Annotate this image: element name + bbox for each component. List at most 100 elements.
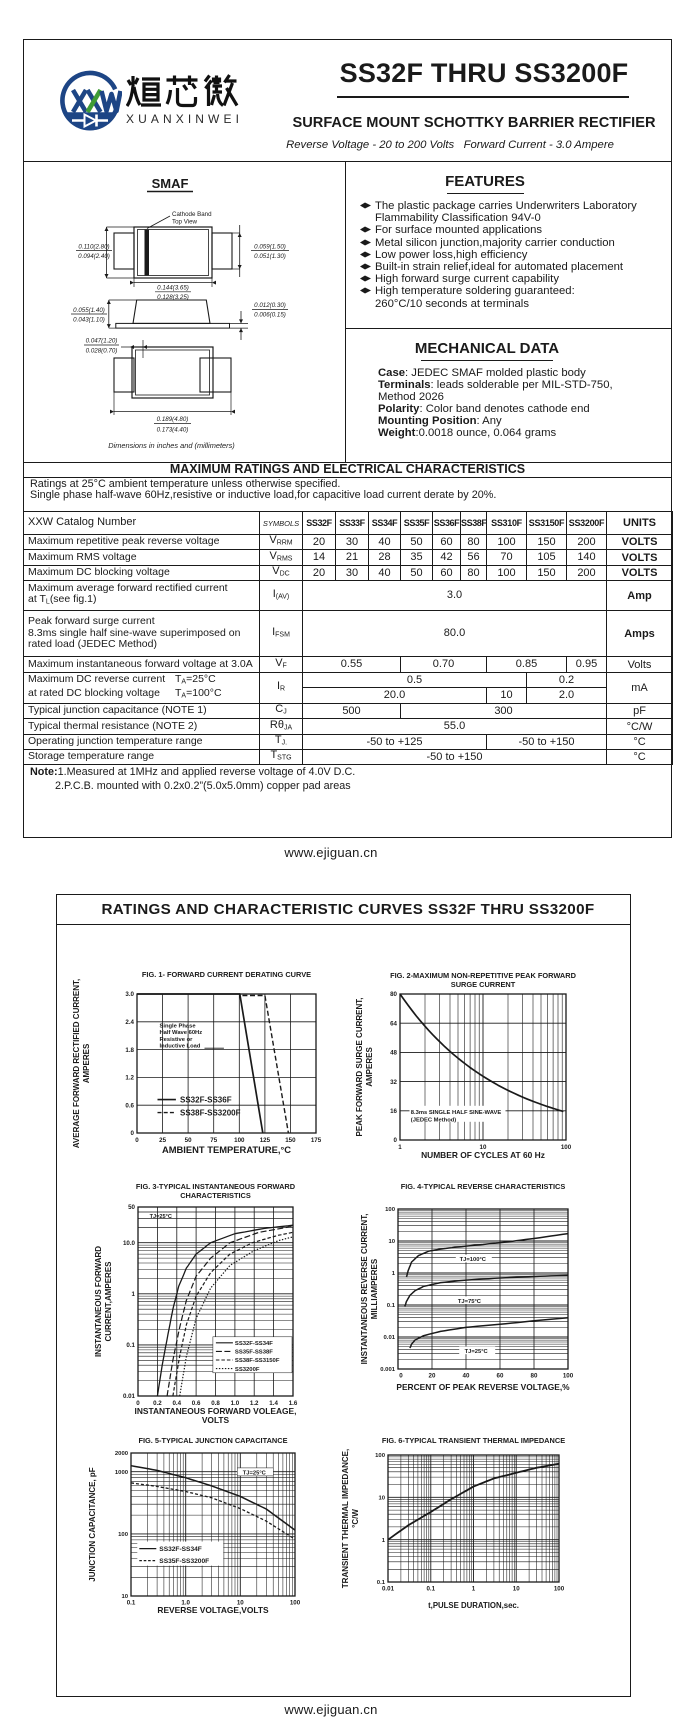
svg-text:Half Wave 60Hz: Half Wave 60Hz <box>160 1030 203 1036</box>
svg-text:0.1: 0.1 <box>426 1586 435 1593</box>
svg-text:t,PULSE DURATION,sec.: t,PULSE DURATION,sec. <box>428 1601 519 1610</box>
svg-text:1000: 1000 <box>115 1470 129 1476</box>
svg-text:1.8: 1.8 <box>125 1047 134 1054</box>
svg-text:175: 175 <box>311 1137 322 1144</box>
svg-text:10: 10 <box>121 1594 128 1600</box>
svg-text:1: 1 <box>392 1271 396 1277</box>
svg-text:100: 100 <box>234 1137 245 1144</box>
svg-text:0.051(1.30): 0.051(1.30) <box>254 253 286 260</box>
svg-text:CHARACTERISTICS: CHARACTERISTICS <box>180 1191 251 1200</box>
svg-text:10: 10 <box>480 1144 487 1151</box>
svg-text:SS32F-SS34F: SS32F-SS34F <box>235 1341 273 1347</box>
svg-text:0: 0 <box>399 1373 403 1380</box>
svg-text:100: 100 <box>385 1207 396 1213</box>
svg-text:Dimensions in inches and (mill: Dimensions in inches and (millimeters) <box>108 441 235 450</box>
svg-text:0.2: 0.2 <box>153 1400 162 1407</box>
svg-text:FIG. 1- FORWARD CURRENT DERATI: FIG. 1- FORWARD CURRENT DERATING CURVE <box>142 970 311 979</box>
svg-text:Inductive Load: Inductive Load <box>160 1044 201 1050</box>
svg-text:80: 80 <box>390 991 397 998</box>
svg-text:0.059(1.50): 0.059(1.50) <box>254 244 286 251</box>
svg-text:1: 1 <box>132 1291 136 1298</box>
svg-text:3.0: 3.0 <box>125 991 134 998</box>
svg-text:16: 16 <box>390 1108 397 1115</box>
svg-text:0.173(4.40): 0.173(4.40) <box>157 427 189 434</box>
svg-text:SS32F-SS36F: SS32F-SS36F <box>180 1095 232 1104</box>
svg-text:0.01: 0.01 <box>382 1586 395 1593</box>
svg-text:FIG. 6-TYPICAL TRANSIENT THERM: FIG. 6-TYPICAL TRANSIENT THERMAL IMPEDAN… <box>382 1436 565 1445</box>
svg-text:0.6: 0.6 <box>192 1400 201 1407</box>
svg-text:0.012(0.30): 0.012(0.30) <box>254 302 286 309</box>
svg-text:0.001: 0.001 <box>380 1367 395 1373</box>
svg-text:SS35F-SS3200F: SS35F-SS3200F <box>159 1558 209 1565</box>
svg-text:PEAK FORWARD SURGE CURRENT,: PEAK FORWARD SURGE CURRENT, <box>355 998 364 1137</box>
svg-text:0.128(3.25): 0.128(3.25) <box>157 294 189 301</box>
svg-text:10: 10 <box>388 1239 395 1245</box>
svg-text:100: 100 <box>375 1453 386 1459</box>
svg-text:0.144(3.65): 0.144(3.65) <box>157 285 189 292</box>
svg-text:0: 0 <box>131 1130 135 1137</box>
svg-text:0: 0 <box>394 1137 398 1144</box>
svg-text:0.006(0.15): 0.006(0.15) <box>254 312 286 319</box>
svg-text:20: 20 <box>429 1373 436 1380</box>
svg-text:CURRENT,AMPERES: CURRENT,AMPERES <box>104 1261 113 1342</box>
svg-text:1: 1 <box>382 1538 386 1544</box>
svg-text:0.047(1.20): 0.047(1.20) <box>86 338 118 345</box>
svg-text:Cathode Band: Cathode Band <box>172 211 212 218</box>
svg-text:1.2: 1.2 <box>250 1400 259 1407</box>
svg-text:1.2: 1.2 <box>125 1075 134 1082</box>
svg-text:1.4: 1.4 <box>269 1400 278 1407</box>
svg-text:FIG. 2-MAXIMUM NON-REPETITIVE: FIG. 2-MAXIMUM NON-REPETITIVE PEAK FORWA… <box>390 971 577 980</box>
svg-text:2000: 2000 <box>115 1451 129 1457</box>
svg-text:AMPERES: AMPERES <box>365 1047 374 1087</box>
svg-text:80: 80 <box>531 1373 538 1380</box>
svg-text:0.1: 0.1 <box>127 1600 136 1607</box>
svg-text:SS35F-SS38F: SS35F-SS38F <box>235 1350 273 1356</box>
svg-text:32: 32 <box>390 1079 397 1086</box>
svg-text:AMPERES: AMPERES <box>82 1043 91 1083</box>
svg-text:FIG. 5-TYPICAL JUNCTION CAPACI: FIG. 5-TYPICAL JUNCTION CAPACITANCE <box>138 1436 287 1445</box>
svg-text:48: 48 <box>390 1050 397 1057</box>
svg-text:FIG. 4-TYPICAL REVERSE CHARACT: FIG. 4-TYPICAL REVERSE CHARACTERISTICS <box>401 1183 566 1191</box>
svg-text:10: 10 <box>237 1600 244 1607</box>
svg-text:0.1: 0.1 <box>387 1303 396 1309</box>
svg-text:100: 100 <box>118 1532 129 1538</box>
svg-text:0.01: 0.01 <box>123 1393 136 1400</box>
svg-text:TJ=100°C: TJ=100°C <box>460 1257 487 1263</box>
svg-text:150: 150 <box>285 1137 296 1144</box>
svg-text:PERCENT OF PEAK REVERSE VOLTAG: PERCENT OF PEAK REVERSE VOLTAGE,% <box>396 1382 570 1392</box>
svg-text:0.043(1.10): 0.043(1.10) <box>73 317 105 324</box>
svg-text:SS38F-SS3150F: SS38F-SS3150F <box>235 1358 280 1364</box>
svg-text:INSTANTANEOUS FORWARD: INSTANTANEOUS FORWARD <box>94 1246 103 1357</box>
svg-text:JUNCTION CAPACITANCE, pF: JUNCTION CAPACITANCE, pF <box>88 1467 97 1581</box>
svg-text:125: 125 <box>260 1137 271 1144</box>
svg-text:0.8: 0.8 <box>211 1400 220 1407</box>
svg-text:0.1: 0.1 <box>126 1342 135 1349</box>
svg-text:AVERAGE FORWARD RECTIFIED CURR: AVERAGE FORWARD RECTIFIED CURRENT, <box>72 979 81 1149</box>
svg-text:0.055(1.40): 0.055(1.40) <box>73 307 105 314</box>
svg-text:8.3ms SINGLE HALF SINE-WAVE: 8.3ms SINGLE HALF SINE-WAVE <box>411 1110 502 1116</box>
svg-text:Single Phase: Single Phase <box>160 1023 197 1029</box>
svg-text:SS32F-SS34F: SS32F-SS34F <box>159 1546 202 1553</box>
svg-text:TJ=25°C: TJ=25°C <box>150 1214 172 1220</box>
svg-text:10: 10 <box>513 1586 520 1593</box>
svg-text:FIG. 3-TYPICAL INSTANTANEOUS F: FIG. 3-TYPICAL INSTANTANEOUS FORWARD <box>136 1183 296 1191</box>
svg-text:1.0: 1.0 <box>231 1400 240 1407</box>
svg-text:Resistive or: Resistive or <box>160 1037 194 1043</box>
svg-text:NUMBER OF CYCLES AT 60 Hz: NUMBER OF CYCLES AT 60 Hz <box>421 1150 545 1160</box>
svg-text:1.0: 1.0 <box>181 1600 190 1607</box>
svg-text:TRANSIENT THERMAL IMPEDANCE,: TRANSIENT THERMAL IMPEDANCE, <box>341 1449 350 1588</box>
svg-text:TJ=25°C: TJ=25°C <box>465 1349 489 1355</box>
svg-text:TJ=75°C: TJ=75°C <box>458 1299 482 1305</box>
svg-text:°C/W: °C/W <box>351 1509 360 1528</box>
svg-text:25: 25 <box>159 1137 166 1144</box>
svg-text:0.028(0.70): 0.028(0.70) <box>86 348 118 355</box>
svg-text:0.110(2.80): 0.110(2.80) <box>78 244 109 251</box>
svg-text:0: 0 <box>135 1137 139 1144</box>
svg-text:1.6: 1.6 <box>289 1400 298 1407</box>
svg-text:Top View: Top View <box>172 219 198 226</box>
svg-text:50: 50 <box>185 1137 192 1144</box>
svg-text:100: 100 <box>563 1373 574 1380</box>
svg-text:SS3200F: SS3200F <box>235 1367 260 1373</box>
svg-text:64: 64 <box>390 1020 397 1027</box>
svg-text:60: 60 <box>497 1373 504 1380</box>
